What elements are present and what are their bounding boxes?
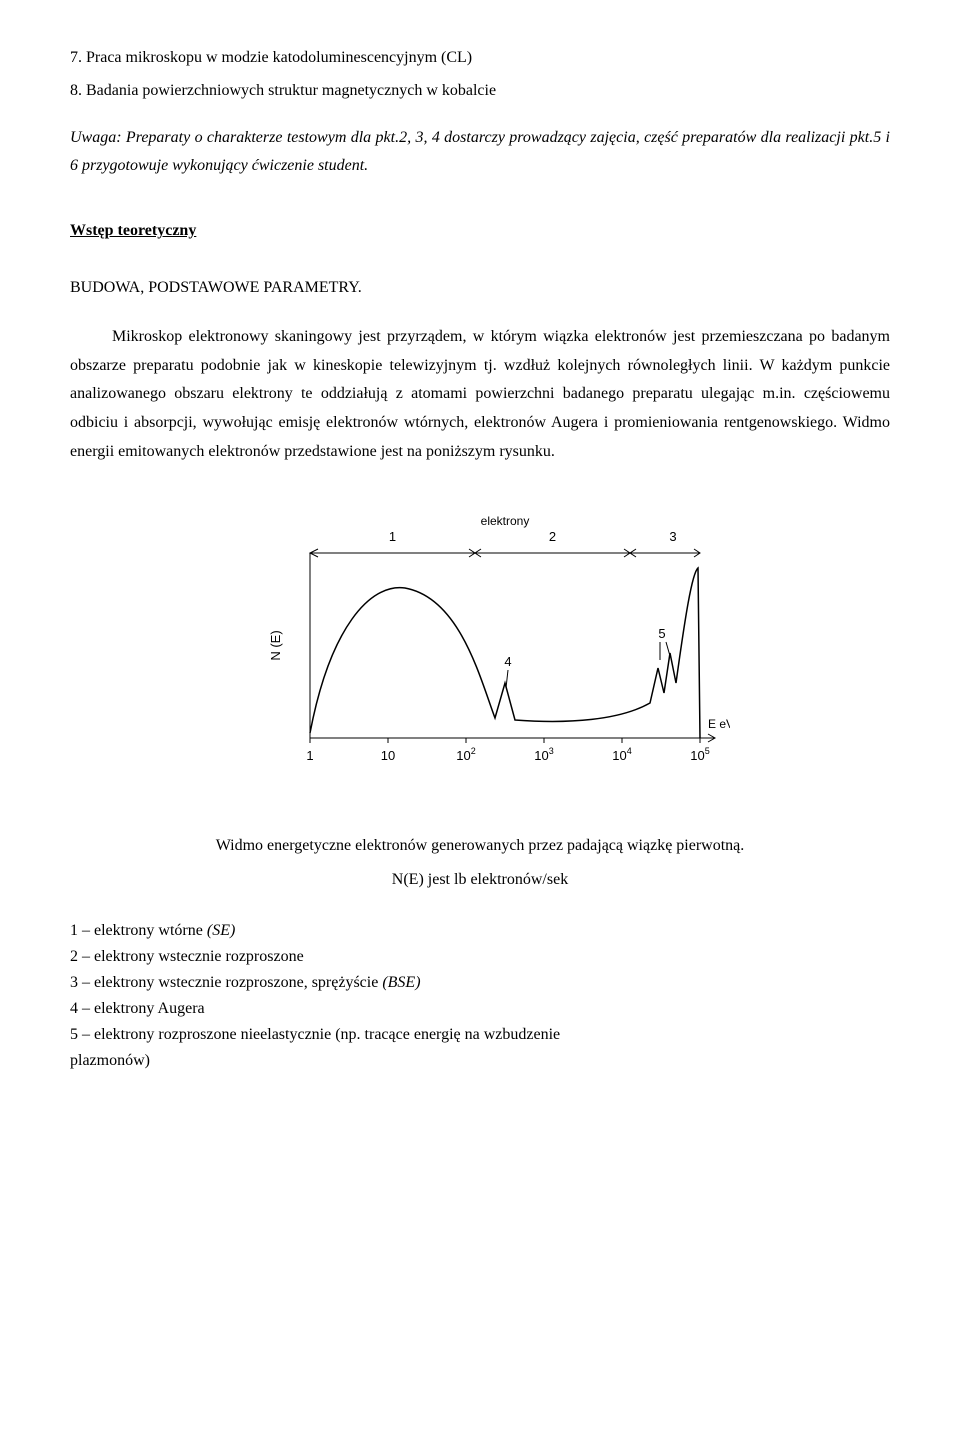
legend-item: 1 – elektrony wtórne (SE) xyxy=(70,919,890,943)
svg-text:102: 102 xyxy=(456,746,475,763)
figure-caption-line2: N(E) jest lb elektronów/sek xyxy=(70,866,890,895)
svg-text:104: 104 xyxy=(612,746,631,763)
legend-item: 4 – elektrony Augera xyxy=(70,997,890,1021)
sub-heading: BUDOWA, PODSTAWOWE PARAMETRY. xyxy=(70,274,890,303)
body-paragraph: Mikroskop elektronowy skaningowy jest pr… xyxy=(70,323,890,467)
svg-text:3: 3 xyxy=(669,529,676,544)
svg-text:E eV: E eV xyxy=(708,717,730,731)
list-item: 8. Badania powierzchniowych struktur mag… xyxy=(70,77,890,106)
legend-text: 1 – elektrony wtórne xyxy=(70,922,207,939)
spectrum-chart: 1 2 3 elektrony N (E) E eV 1 10 102 103 104 105 4 5 xyxy=(230,503,730,793)
svg-text:2: 2 xyxy=(549,529,556,544)
legend-text: 3 – elektrony wstecznie rozproszone, spr… xyxy=(70,974,382,991)
legend-item: 2 – elektrony wstecznie rozproszone xyxy=(70,945,890,969)
legend-item-continuation: plazmonów) xyxy=(70,1049,890,1073)
legend-list: 1 – elektrony wtórne (SE) 2 – elektrony … xyxy=(70,919,890,1073)
svg-text:105: 105 xyxy=(690,746,709,763)
svg-text:1: 1 xyxy=(389,529,396,544)
energy-spectrum-figure: 1 2 3 elektrony N (E) E eV 1 10 102 103 104 105 4 5 xyxy=(70,503,890,804)
figure-caption-line1: Widmo energetyczne elektronów generowany… xyxy=(130,832,830,861)
legend-item: 3 – elektrony wstecznie rozproszone, spr… xyxy=(70,971,890,995)
note-paragraph: Uwaga: Preparaty o charakterze testowym … xyxy=(70,124,890,182)
svg-text:5: 5 xyxy=(658,626,665,641)
section-heading: Wstęp teoretyczny xyxy=(70,217,890,246)
svg-text:elektrony: elektrony xyxy=(481,514,530,528)
svg-text:10: 10 xyxy=(381,748,395,763)
svg-text:N (E): N (E) xyxy=(268,630,283,660)
svg-text:103: 103 xyxy=(534,746,553,763)
svg-text:4: 4 xyxy=(504,654,511,669)
legend-abbrev: (SE) xyxy=(207,922,235,939)
list-item: 7. Praca mikroskopu w modzie katodolumin… xyxy=(70,44,890,73)
svg-text:1: 1 xyxy=(306,748,313,763)
legend-abbrev: (BSE) xyxy=(382,974,420,991)
legend-item: 5 – elektrony rozproszone nieelastycznie… xyxy=(70,1023,890,1047)
